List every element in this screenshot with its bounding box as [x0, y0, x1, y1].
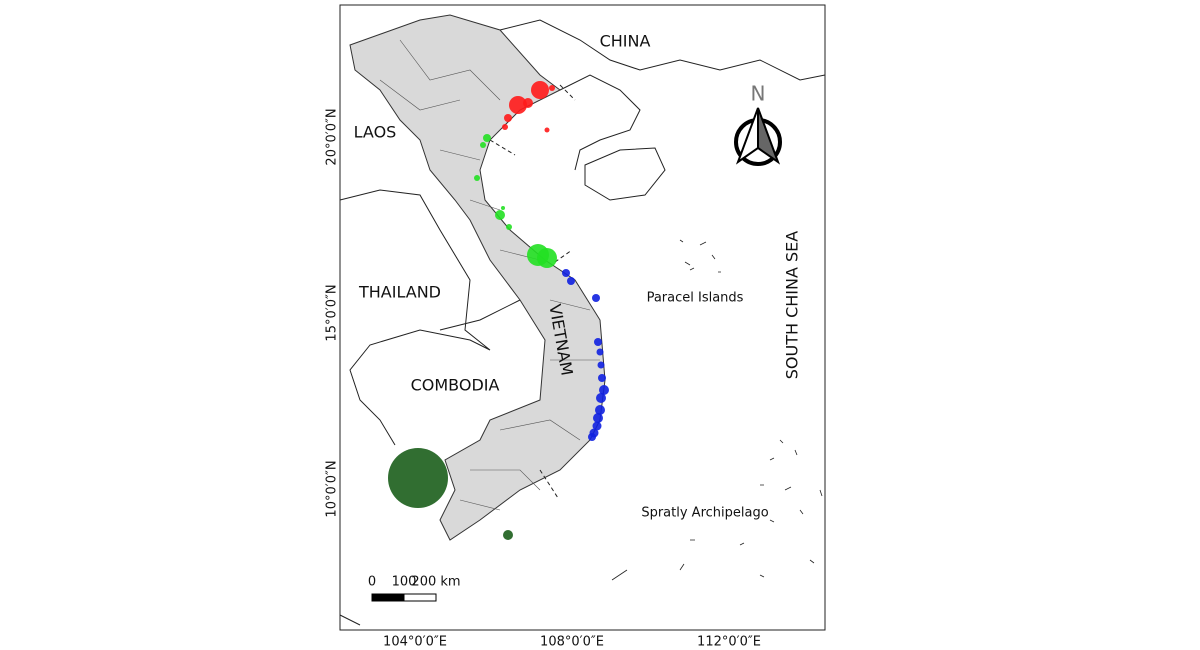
site [594, 338, 602, 346]
site [562, 269, 570, 277]
islands [611, 239, 823, 581]
laos-cambodia-border [439, 299, 521, 331]
label-thailand: THAILAND [358, 283, 441, 302]
china-coast-south [559, 74, 641, 171]
site [599, 385, 609, 395]
thailand-border [339, 189, 491, 446]
label-cambodia: COMBODIA [411, 376, 500, 395]
lon-label: 108°0′0″E [540, 635, 604, 650]
region-dividers [489, 84, 576, 499]
provinces [379, 39, 600, 511]
north-label: N [751, 82, 766, 106]
label-china: CHINA [600, 32, 651, 51]
site [596, 393, 606, 403]
site [544, 127, 550, 133]
site [596, 348, 604, 356]
site [588, 433, 596, 441]
site [480, 142, 486, 148]
lat-label: 15°0′0″N [325, 284, 340, 341]
site [509, 96, 527, 114]
lon-label: 104°0′0″E [383, 635, 447, 650]
site [537, 248, 557, 268]
borders [339, 19, 826, 626]
site [567, 277, 575, 285]
coast-fragment [339, 614, 361, 626]
hainan [584, 147, 666, 201]
site [502, 124, 508, 130]
site [595, 405, 605, 415]
site [598, 374, 606, 382]
scale-label: 0 [368, 575, 376, 590]
label-paracel: Paracel Islands [647, 291, 744, 306]
site [549, 85, 555, 91]
site [592, 294, 600, 302]
site [495, 210, 505, 220]
scale-label: 100 [392, 575, 417, 590]
site [597, 361, 605, 369]
lat-label: 20°0′0″N [325, 108, 340, 165]
vietnam [349, 14, 606, 541]
site [503, 530, 513, 540]
scale-label: 200 km [411, 575, 460, 590]
site [506, 224, 512, 230]
north-arrow [734, 107, 782, 166]
site [592, 421, 602, 431]
site [504, 114, 512, 122]
site [474, 175, 480, 181]
label-laos: LAOS [354, 123, 397, 142]
site [523, 98, 533, 108]
label-spratly: Spratly Archipelago [641, 506, 768, 521]
lat-label: 10°0′0″N [325, 460, 340, 517]
site [531, 81, 549, 99]
site [593, 413, 603, 423]
site [388, 448, 448, 508]
site [483, 134, 491, 142]
scale-bar [371, 593, 437, 602]
china-coast [499, 19, 826, 81]
label-sea: SOUTH CHINA SEA [783, 231, 802, 380]
sample-sites [388, 81, 609, 540]
lon-label: 112°0′0″E [697, 635, 761, 650]
site [501, 206, 505, 210]
